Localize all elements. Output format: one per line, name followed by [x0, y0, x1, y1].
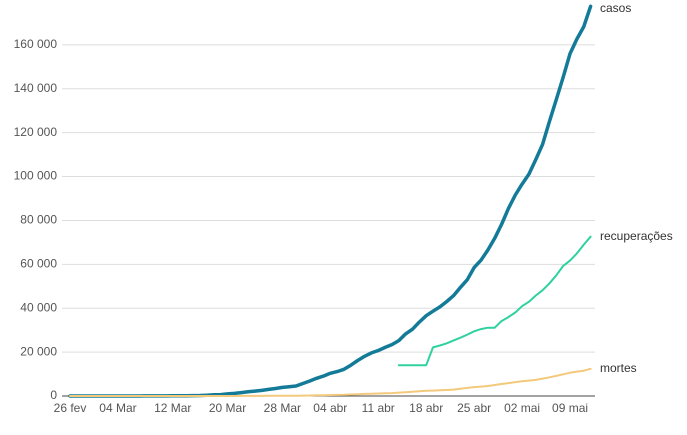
x-tick-label: 02 mai: [504, 401, 540, 415]
y-tick-label: 160 000: [14, 37, 58, 51]
y-tick-label: 80 000: [20, 213, 57, 227]
x-tick-label: 18 abr: [409, 401, 443, 415]
series-label: recuperações: [600, 229, 673, 243]
x-tick-label: 04 abr: [313, 401, 347, 415]
y-tick-label: 100 000: [14, 169, 58, 183]
y-tick-label: 20 000: [20, 344, 57, 358]
y-tick-label: 60 000: [20, 257, 57, 271]
y-tick-label: 120 000: [14, 125, 58, 139]
x-tick-label: 26 fev: [54, 401, 87, 415]
y-tick-label: 140 000: [14, 81, 58, 95]
series-line: [397, 235, 592, 367]
series-label: mortes: [600, 361, 637, 375]
x-tick-label: 12 Mar: [154, 401, 191, 415]
x-tick-label: 25 abr: [457, 401, 491, 415]
series-line: [69, 367, 592, 397]
x-tick-label: 04 Mar: [99, 401, 136, 415]
y-tick-label: 40 000: [20, 300, 57, 314]
x-tick-label: 20 Mar: [209, 401, 246, 415]
x-tick-label: 11 abr: [362, 401, 395, 415]
x-tick-label: 28 Mar: [264, 401, 301, 415]
series-label: casos: [600, 1, 631, 15]
x-tick-label: 09 mai: [552, 401, 588, 415]
y-tick-label: 0: [50, 388, 57, 402]
series-line: [68, 4, 593, 398]
